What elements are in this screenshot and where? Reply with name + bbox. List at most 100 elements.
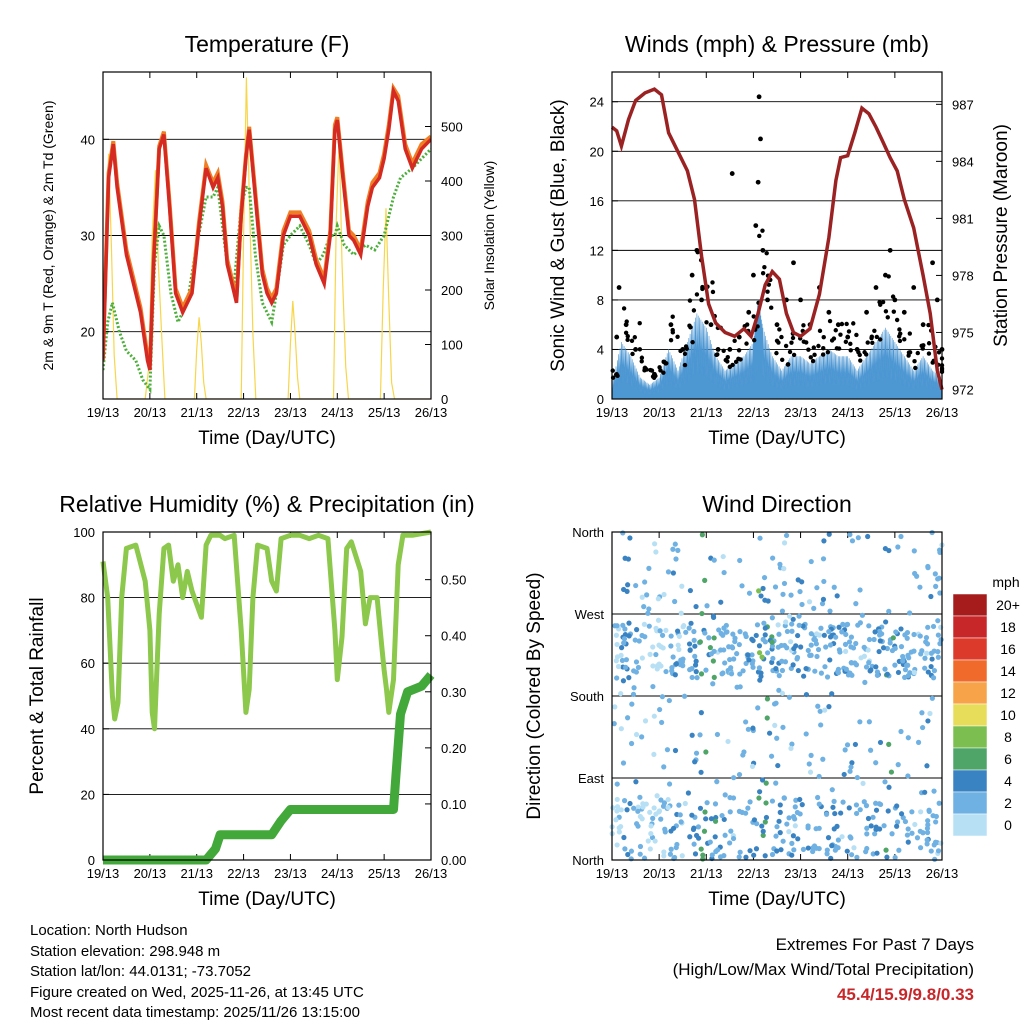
direction-point — [659, 632, 666, 638]
gust-point — [785, 362, 791, 367]
direction-point — [721, 625, 727, 631]
direction-point — [619, 645, 625, 651]
direction-point — [642, 579, 648, 585]
direction-point — [702, 577, 708, 583]
direction-point — [650, 644, 656, 650]
gust-point — [757, 233, 762, 239]
gust-point — [661, 370, 666, 375]
direction-point — [904, 832, 911, 838]
gust-point — [801, 339, 807, 344]
direction-point — [722, 660, 728, 666]
direction-point — [771, 701, 778, 707]
direction-point — [646, 623, 652, 629]
direction-point — [749, 763, 756, 769]
direction-point — [728, 665, 734, 671]
direction-point — [883, 619, 889, 625]
direction-point — [633, 779, 639, 785]
direction-point — [857, 620, 863, 626]
direction-point — [719, 671, 725, 677]
y2-tick-label: 984 — [952, 154, 974, 169]
direction-point — [614, 675, 620, 681]
direction-point — [651, 805, 657, 811]
direction-point — [755, 705, 761, 711]
direction-point — [843, 648, 849, 654]
direction-point — [905, 839, 911, 845]
direction-point — [847, 768, 853, 774]
direction-point — [894, 823, 900, 829]
direction-point — [665, 796, 671, 803]
gust-point — [820, 352, 826, 357]
gust-point — [675, 334, 680, 339]
gust-point — [926, 341, 932, 346]
direction-point — [857, 719, 863, 725]
direction-point — [650, 683, 656, 690]
direction-point — [652, 838, 658, 844]
direction-point — [625, 582, 631, 588]
direction-point — [691, 637, 697, 643]
direction-point — [799, 601, 805, 608]
direction-point — [618, 726, 624, 732]
direction-point — [930, 675, 937, 681]
direction-point — [732, 638, 738, 645]
gust-point — [625, 334, 630, 339]
direction-point — [816, 825, 822, 831]
direction-point — [676, 646, 682, 653]
direction-point — [686, 625, 692, 631]
direction-point — [692, 759, 698, 765]
direction-point — [702, 630, 708, 636]
direction-point — [877, 739, 884, 746]
gust-point — [777, 327, 782, 332]
direction-point — [777, 830, 783, 836]
chart-title: Wind Direction — [702, 491, 852, 517]
direction-point — [917, 845, 924, 851]
direction-point — [811, 636, 817, 643]
direction-point — [846, 805, 852, 811]
direction-point — [784, 628, 791, 635]
direction-point — [745, 805, 751, 811]
gust-point — [798, 297, 803, 303]
colorbar-swatch — [952, 813, 988, 837]
direction-point — [714, 731, 721, 738]
direction-point — [799, 802, 805, 808]
gust-point — [760, 271, 766, 276]
gust-point — [633, 347, 638, 352]
direction-point — [676, 802, 682, 808]
gust-point — [897, 327, 902, 332]
gust-point — [643, 366, 648, 371]
direction-point — [774, 824, 780, 830]
direction-point — [764, 715, 770, 721]
direction-point — [780, 591, 786, 597]
gust-point — [880, 299, 886, 305]
direction-point — [824, 674, 831, 680]
gust-point — [774, 322, 780, 328]
gust-point — [934, 297, 940, 303]
x-axis-label: Time (Day/UTC) — [198, 428, 336, 449]
direction-point — [723, 629, 729, 635]
direction-point — [689, 732, 695, 738]
direction-point — [817, 708, 823, 714]
direction-point — [763, 780, 769, 786]
direction-point — [758, 593, 764, 599]
direction-point — [756, 665, 763, 671]
direction-point — [822, 664, 828, 670]
direction-point — [626, 620, 632, 626]
direction-point — [635, 808, 641, 814]
direction-point — [912, 821, 918, 828]
direction-point — [614, 796, 620, 803]
direction-point — [925, 822, 931, 828]
direction-point — [695, 824, 702, 830]
gust-point — [821, 334, 826, 340]
direction-point — [898, 644, 905, 650]
direction-point — [610, 805, 616, 811]
direction-point — [661, 849, 667, 855]
panel-humidity: Relative Humidity (%) & Precipitation (i… — [27, 491, 475, 910]
direction-point — [778, 847, 784, 853]
colorbar-swatch — [952, 747, 988, 771]
direction-point — [682, 800, 688, 807]
direction-point — [703, 667, 709, 673]
direction-point — [877, 632, 883, 638]
y2-tick-label: 0.30 — [441, 685, 466, 700]
direction-point — [924, 763, 930, 769]
direction-point — [798, 644, 804, 650]
direction-point — [840, 799, 846, 805]
